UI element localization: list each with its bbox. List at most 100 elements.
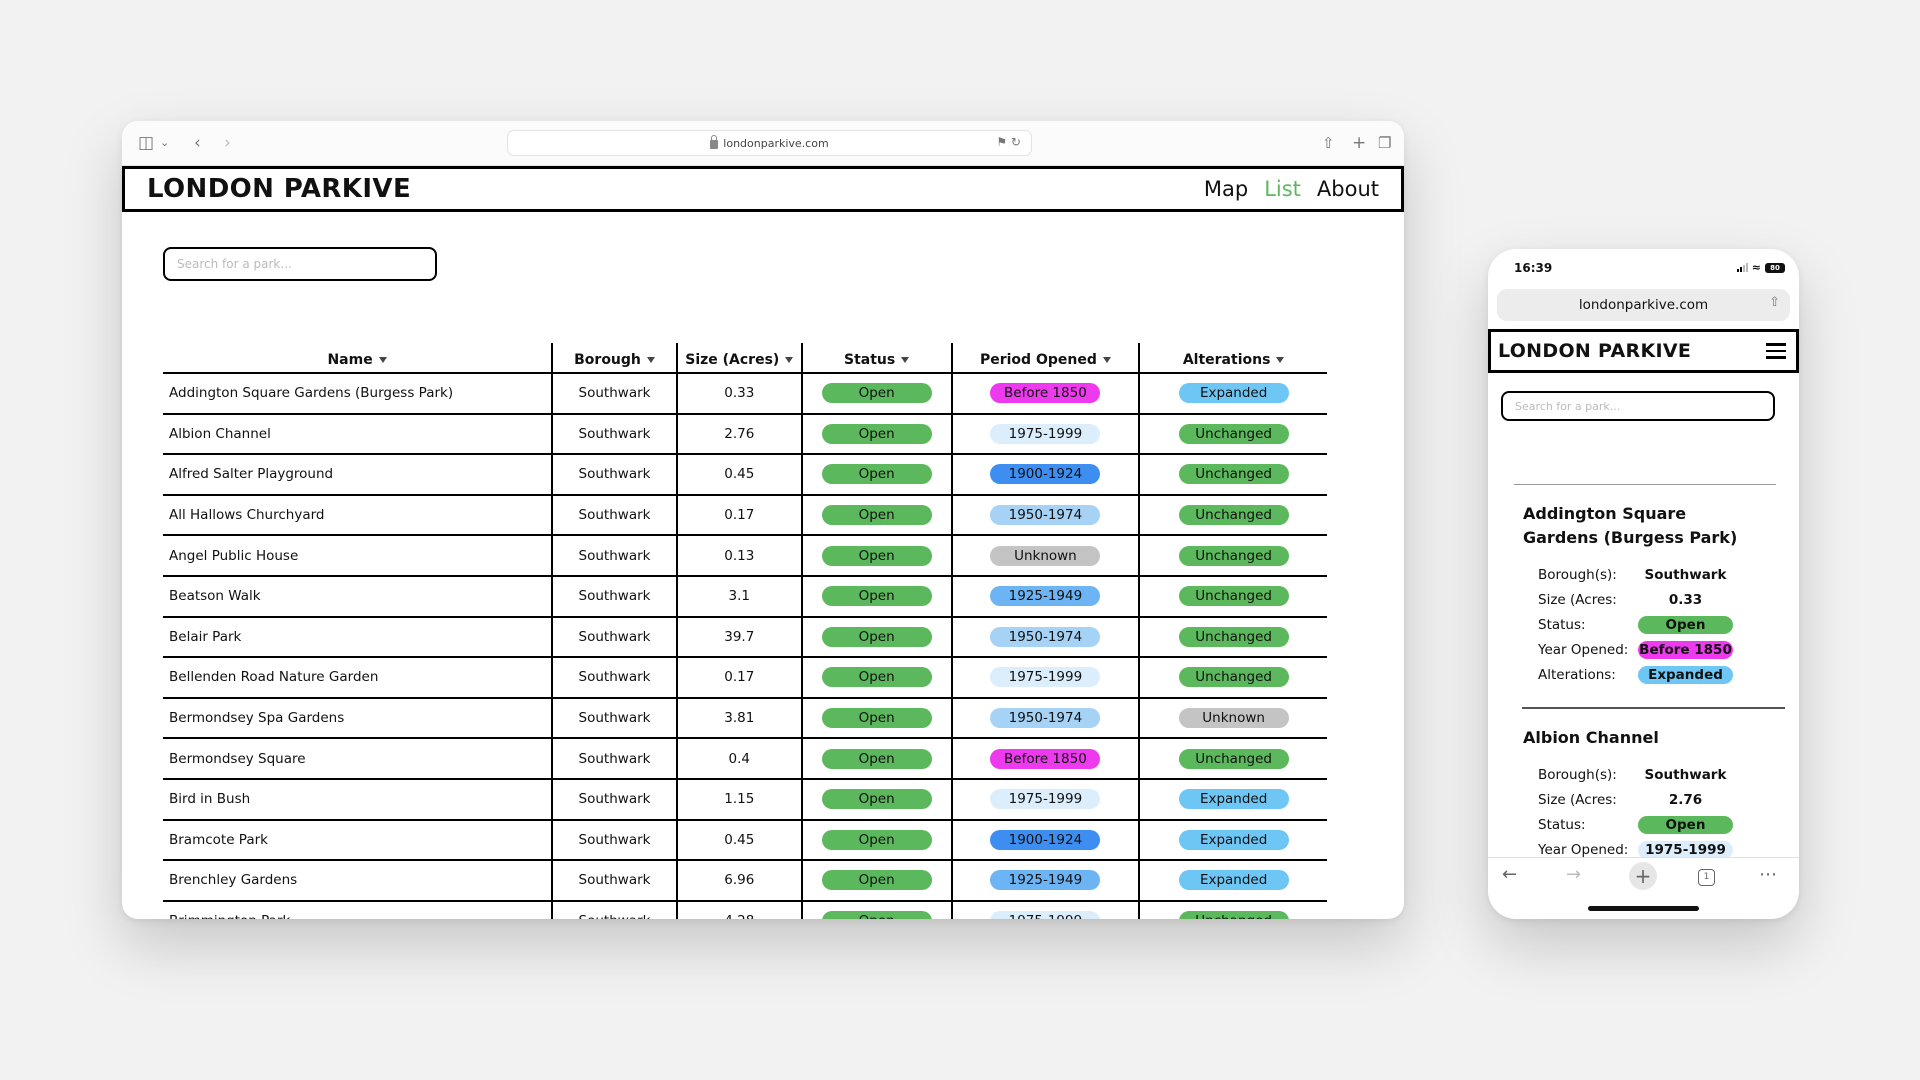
column-header-size[interactable]: Size (Acres): [675, 343, 802, 374]
column-header-alterations[interactable]: Alterations: [1138, 343, 1327, 374]
table-row[interactable]: Bramcote Park Southwark 0.45 Open 1900-1924 E…: [163, 819, 1327, 862]
search-input[interactable]: [163, 247, 437, 281]
phone-status-bar: 16:39 ≈ 80: [1488, 249, 1799, 287]
table-row[interactable]: Albion Channel Southwark 2.76 Open 1975-1999…: [163, 413, 1327, 456]
cell-borough: Southwark: [551, 373, 677, 415]
list-top-divider: [1514, 484, 1776, 485]
more-options-icon[interactable]: ⋯: [1759, 864, 1777, 885]
chevron-down-icon[interactable]: ⌄: [160, 136, 170, 149]
cell-name: Bermondsey Square: [163, 738, 553, 780]
cell-status: Open: [800, 616, 952, 659]
park-card-title[interactable]: Albion Channel: [1523, 728, 1659, 747]
column-header-status[interactable]: Status: [800, 343, 952, 374]
field-label: Year Opened:: [1538, 841, 1629, 858]
column-header-borough[interactable]: Borough: [551, 343, 677, 374]
table-row[interactable]: Angel Public House Southwark 0.13 Open Unkno…: [163, 535, 1327, 577]
table-row[interactable]: Belair Park Southwark 39.7 Open 1950-1974 Unc…: [163, 616, 1327, 659]
share-icon[interactable]: ⇧: [1769, 295, 1780, 310]
status-badge: Open: [821, 545, 932, 566]
cell-period: 1975-1999: [950, 413, 1140, 456]
year-badge: 1975-1999: [1638, 840, 1733, 857]
alterations-badge: Unchanged: [1178, 911, 1289, 919]
cell-name: Belair Park: [163, 616, 553, 659]
tab-overview-icon[interactable]: ❐: [1378, 134, 1392, 152]
nav-list[interactable]: List: [1264, 177, 1301, 201]
park-field-status: Status: Open: [1523, 812, 1799, 837]
mobile-phone: 16:39 ≈ 80 londonparkive.com ⇧ LONDON PA…: [1488, 249, 1799, 919]
table-row[interactable]: Addington Square Gardens (Burgess Park) S…: [163, 373, 1327, 415]
new-tab-plus-icon[interactable]: +: [1629, 862, 1657, 890]
park-field-year: Year Opened: Before 1850: [1523, 637, 1799, 662]
mobile-park-list[interactable]: Addington Square Gardens (Burgess Park) B…: [1488, 484, 1799, 857]
hamburger-menu-icon[interactable]: [1766, 343, 1786, 359]
cell-period: Unknown: [950, 535, 1140, 577]
translate-reload-icon[interactable]: ⚑ ↻: [996, 135, 1021, 149]
sort-arrow-icon[interactable]: [646, 357, 655, 363]
cell-borough: Southwark: [551, 778, 677, 821]
mobile-address-text: londonparkive.com: [1578, 297, 1709, 313]
table-row[interactable]: Alfred Salter Playground Southwark 0.45 Ope…: [163, 454, 1327, 496]
browser-toolbar: ◫ ⌄ ‹ › londonparkive.com ⚑ ↻ ⇧ + ❐: [122, 121, 1404, 166]
status-badge: Open: [821, 870, 932, 891]
nav-about[interactable]: About: [1316, 177, 1379, 201]
park-card-title[interactable]: Addington Square Gardens (Burgess Park): [1523, 504, 1738, 547]
sort-arrow-icon[interactable]: [785, 357, 794, 363]
cell-period: 1900-1924: [950, 454, 1140, 496]
table-row[interactable]: Bird in Bush Southwark 1.15 Open 1975-1999 Ex…: [163, 778, 1327, 821]
sort-arrow-icon[interactable]: [1102, 357, 1111, 363]
cell-alterations: Expanded: [1138, 373, 1327, 415]
status-badge: Open: [821, 383, 932, 404]
cell-period: 1975-1999: [950, 900, 1140, 919]
cell-borough: Southwark: [551, 900, 677, 919]
sort-arrow-icon[interactable]: [901, 357, 910, 363]
alterations-badge: Expanded: [1178, 383, 1289, 404]
sidebar-icon[interactable]: ◫: [138, 133, 155, 153]
table-row[interactable]: Brimmington ParkSouthwark4.28 Open 1975-19…: [163, 900, 1327, 919]
mobile-address-bar[interactable]: londonparkive.com ⇧: [1497, 289, 1790, 321]
table-row[interactable]: Bermondsey Square Southwark 0.4 Open Before …: [163, 738, 1327, 780]
cell-name: Addington Square Gardens (Burgess Park): [163, 373, 553, 415]
tabs-icon[interactable]: 1: [1698, 869, 1715, 886]
mobile-search-input[interactable]: [1501, 391, 1775, 421]
forward-arrow-icon[interactable]: →: [1566, 864, 1582, 885]
column-header-label: Size (Acres): [685, 352, 780, 368]
cell-name: Alfred Salter Playground: [163, 454, 553, 496]
column-header-name[interactable]: Name: [163, 343, 553, 374]
main-nav: Map List About: [1204, 177, 1379, 201]
sort-arrow-icon[interactable]: [1276, 357, 1285, 363]
alterations-badge: Unchanged: [1178, 667, 1289, 688]
table-row[interactable]: Beatson Walk Southwark 3.1 Open 1925-1949 Unc…: [163, 575, 1327, 618]
period-badge: Unknown: [990, 545, 1101, 566]
site-logo[interactable]: LONDON PARKIVE: [147, 174, 412, 204]
field-label: Borough(s):: [1538, 566, 1617, 583]
period-badge: Before 1850: [990, 383, 1101, 404]
period-badge: 1975-1999: [990, 911, 1101, 919]
park-card[interactable]: Addington Square Gardens (Burgess Park) B…: [1488, 485, 1799, 687]
table-row[interactable]: Brenchley Gardens Southwark 6.96 Open 1925-1…: [163, 860, 1327, 902]
cell-alterations: Expanded: [1138, 778, 1327, 821]
nav-map[interactable]: Map: [1203, 177, 1249, 201]
table-row[interactable]: Bellenden Road Nature Garden Southwark 0.1…: [163, 657, 1327, 699]
park-field-borough: Borough(s): Southwark: [1523, 562, 1799, 587]
back-arrow-icon[interactable]: ←: [1502, 864, 1518, 885]
cell-alterations: Expanded: [1138, 819, 1327, 862]
new-tab-icon[interactable]: +: [1352, 133, 1367, 153]
address-bar[interactable]: londonparkive.com ⚑ ↻: [507, 130, 1032, 156]
cell-status: Open: [800, 697, 952, 740]
forward-icon[interactable]: ›: [224, 133, 231, 153]
table-row[interactable]: All Hallows Churchyard Southwark 0.17 Open 1…: [163, 494, 1327, 537]
back-icon[interactable]: ‹: [194, 133, 201, 153]
mobile-site-logo[interactable]: LONDON PARKIVE: [1498, 340, 1692, 362]
field-label: Size (Acres:: [1538, 791, 1617, 808]
share-icon[interactable]: ⇧: [1322, 134, 1335, 152]
period-badge: 1975-1999: [990, 423, 1101, 444]
sort-arrow-icon[interactable]: [378, 357, 387, 363]
column-header-period[interactable]: Period Opened: [950, 343, 1140, 374]
field-label: Alterations:: [1538, 666, 1616, 683]
cell-status: Open: [800, 738, 952, 780]
cell-size: 0.45: [675, 454, 802, 496]
park-card[interactable]: Albion Channel Borough(s): Southwark Size (…: [1488, 709, 1799, 857]
parks-table: Name Borough Size (Acres) Status Period Open…: [163, 343, 1327, 919]
parks-table-container[interactable]: Name Borough Size (Acres) Status Period Open…: [163, 343, 1327, 919]
table-row[interactable]: Bermondsey Spa Gardens Southwark 3.81 Open 1…: [163, 697, 1327, 740]
